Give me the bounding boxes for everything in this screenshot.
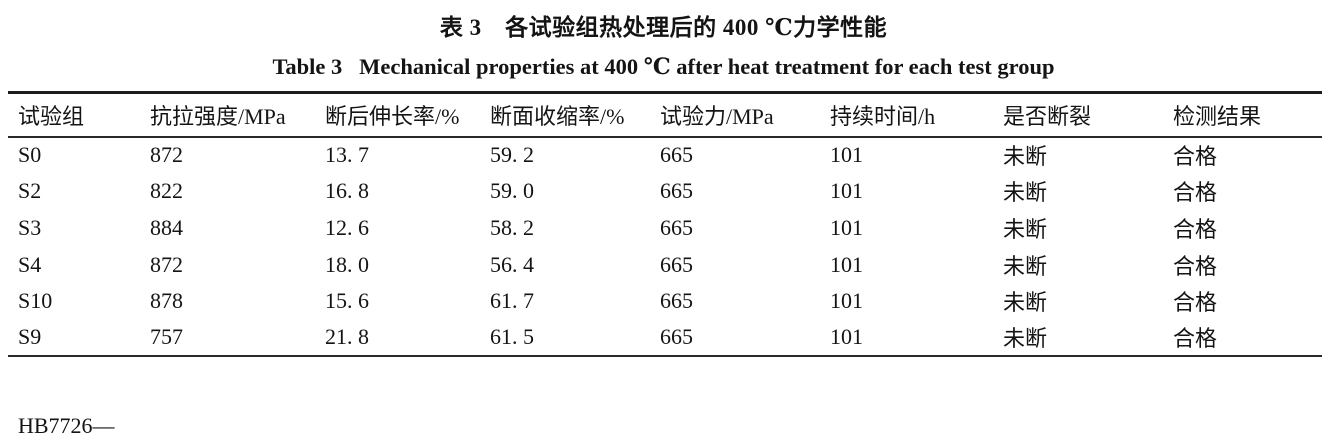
row-label: S4 [18,251,42,277]
table-cell: ≥100 [820,356,993,445]
table-cell: 884 [150,214,183,240]
table-cell: 未断 [1003,216,1048,242]
table-row-s3: S3 884 12. 6 58. 2 665 101 未断 合格 [8,210,1322,247]
table-cell: ≥38 [480,356,650,445]
col-header-tensile-strength: 抗拉强度/MPa [140,92,315,138]
table-cell: 合格 [1173,290,1218,316]
table-cell: 101 [820,319,993,358]
table-cell: 665 [660,178,693,204]
row-label: S0 [18,142,42,168]
table-cell: 18. 0 [325,251,369,277]
table-cell: 665 [660,251,693,277]
row-label: S9 [8,319,140,358]
table-cell: 665 [660,142,693,168]
col-header-test-force: 试验力/MPa [650,92,820,138]
col-header-test-group: 试验组 [8,92,140,138]
table-cell: 757 [140,319,315,358]
col-header-inspection-result: 检测结果 [1163,92,1322,138]
table-row-s9: S9 757 21. 8 61. 5 665 101 未断 合格 [8,319,1322,358]
table-cell: 58. 2 [490,214,534,240]
table-cell: 872 [150,142,183,168]
table-cell: 合格 [1173,144,1218,170]
table-cell: 12. 6 [325,214,369,240]
table-title-english: Table 3 Mechanical properties at 400 ℃ a… [272,54,1055,79]
table-cell: 16. 8 [325,178,369,204]
table-cell: 101 [830,142,863,168]
table-cell: 合格 [1173,216,1218,242]
table-cell: 未断 [1003,253,1048,279]
table-cell: — [993,356,1163,445]
table-row-s4: S4 872 18. 0 56. 4 665 101 未断 合格 [8,246,1322,283]
mechanical-properties-table: 试验组 抗拉强度/MPa 断后伸长率/% 断面收缩率/% 试验力/MPa 持续时… [8,91,1322,445]
table-cell: 101 [830,288,863,314]
table-cell: 13. 7 [325,142,369,168]
table-row-s2: S2 822 16. 8 59. 0 665 101 未断 合格 [8,173,1322,210]
row-label: S10 [18,288,53,314]
table-cell: 878 [150,288,183,314]
table-row-s0: S0 872 13. 7 59. 2 665 101 未断 合格 [8,137,1322,174]
table-cell: 822 [150,178,183,204]
table-cell: 未断 [1003,144,1048,170]
table-cell: 872 [150,251,183,277]
table-row-requirement: HB7726— 2002 要求 ≥735 ≥12 ≥38 665 ≥100 — … [8,356,1322,445]
row-label: S3 [18,214,42,240]
table-cell: 665 [650,356,820,445]
col-header-elongation: 断后伸长率/% [315,92,480,138]
table-cell: 61. 5 [480,319,650,358]
table-cell: 合格 [1163,319,1322,358]
table-cell: 未断 [1003,180,1048,206]
col-header-fracture-status: 是否断裂 [993,92,1163,138]
table-cell: — [1163,356,1322,445]
table-cell: 21. 8 [315,319,480,358]
table-cell: 未断 [993,319,1163,358]
table-row-s10: S10 878 15. 6 61. 7 665 101 未断 合格 [8,283,1322,320]
requirement-row-label: HB7726— 2002 要求 [8,356,140,445]
table-cell: 合格 [1173,180,1218,206]
table-cell: ≥735 [140,356,315,445]
table-cell: 665 [660,214,693,240]
table-cell: 合格 [1173,253,1218,279]
table-cell: 未断 [1003,290,1048,316]
table-cell: 15. 6 [325,288,369,314]
table-header-row: 试验组 抗拉强度/MPa 断后伸长率/% 断面收缩率/% 试验力/MPa 持续时… [8,92,1322,138]
table-cell: 61. 7 [490,288,534,314]
table-cell: 101 [830,178,863,204]
table-title-chinese: 表 3 各试验组热处理后的 400 ℃力学性能 [439,15,888,40]
col-header-duration: 持续时间/h [820,92,993,138]
table-cell: ≥12 [315,356,480,445]
table-cell: 665 [650,319,820,358]
col-header-reduction-of-area: 断面收缩率/% [480,92,650,138]
table-cell: 56. 4 [490,251,534,277]
table-cell: 101 [830,214,863,240]
table-cell: 101 [830,251,863,277]
row-label: S2 [18,178,42,204]
table-cell: 665 [660,288,693,314]
table-cell: 59. 2 [490,142,534,168]
requirement-label-line1: HB7726— [18,413,115,439]
table-cell: 59. 0 [490,178,534,204]
